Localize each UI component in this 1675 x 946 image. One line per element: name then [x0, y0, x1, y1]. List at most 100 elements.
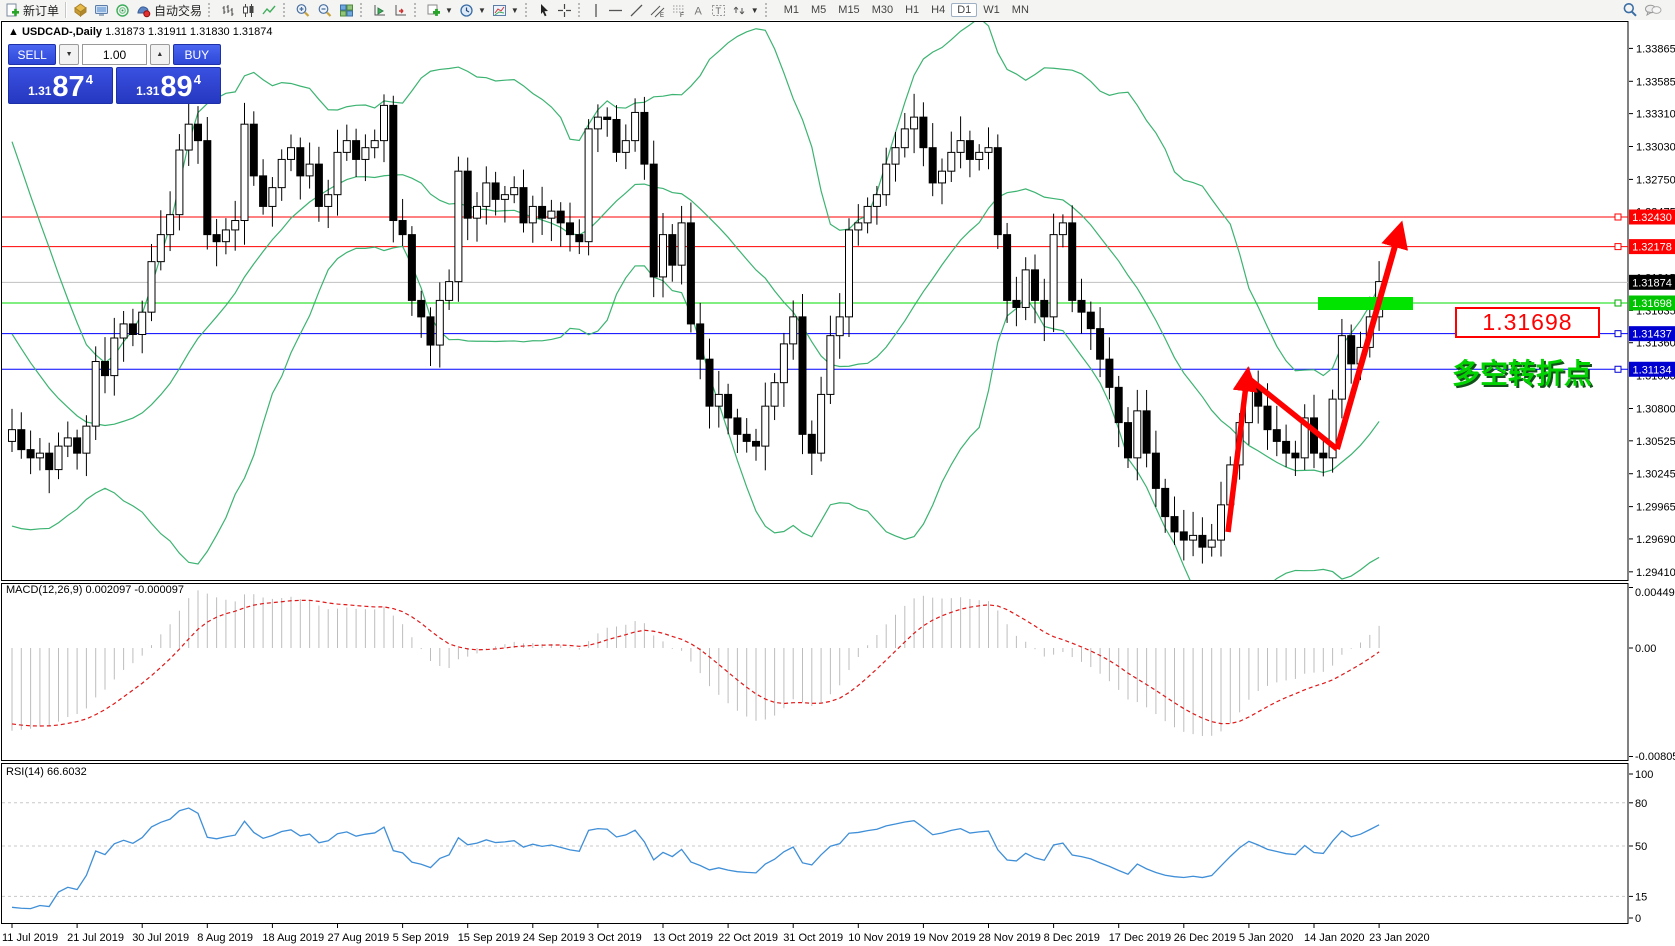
svg-text:3 Oct 2019: 3 Oct 2019 — [588, 932, 642, 944]
terminal-button[interactable] — [91, 2, 112, 19]
macd-layer — [11, 590, 1380, 736]
svg-text:1.31698: 1.31698 — [1632, 298, 1672, 310]
svg-text:100: 100 — [1635, 769, 1653, 781]
chevron-down-icon: ▼ — [477, 5, 486, 15]
comments-button[interactable] — [1641, 2, 1665, 19]
new-order-label: 新订单 — [23, 3, 60, 18]
horizontal-line-icon — [608, 9, 622, 11]
crosshair-button[interactable] — [554, 2, 575, 19]
tile-windows-button[interactable] — [336, 2, 357, 19]
svg-text:14 Jan 2020: 14 Jan 2020 — [1304, 932, 1365, 944]
periods-button[interactable]: ▼ — [456, 2, 489, 19]
date-axis: 11 Jul 2019 21 Jul 2019 30 Jul 2019 8 Aug 2… — [2, 923, 1430, 944]
trend-arrow-up-1[interactable] — [1225, 366, 1258, 533]
fibonacci-icon: F — [672, 5, 684, 18]
trend-line-down[interactable] — [1245, 374, 1339, 452]
timeframe-d1[interactable]: D1 — [951, 3, 978, 17]
channel-icon: E — [650, 5, 665, 18]
auto-trading-label: 自动交易 — [154, 3, 203, 18]
buy-button[interactable]: BUY — [172, 44, 221, 65]
symbol-name: USDCAD-,Daily — [21, 26, 103, 38]
chart-canvas[interactable]: 1.33865 1.33585 1.33310 1.33030 1.32750 1.324… — [0, 20, 1675, 946]
svg-text:1.31134: 1.31134 — [1633, 364, 1672, 376]
search-icon — [1623, 2, 1637, 17]
svg-text:31 Oct 2019: 31 Oct 2019 — [783, 932, 843, 944]
svg-text:80: 80 — [1635, 798, 1647, 810]
templates-button[interactable]: ▼ — [489, 2, 522, 19]
zoom-in-button[interactable] — [292, 2, 314, 19]
svg-text:1.33310: 1.33310 — [1636, 109, 1675, 121]
trendline-icon — [630, 4, 643, 16]
zoom-out-button[interactable] — [314, 2, 336, 19]
svg-text:1.32430: 1.32430 — [1632, 212, 1672, 224]
timeframe-m1[interactable]: M1 — [783, 4, 799, 16]
bar-chart-button[interactable] — [217, 2, 238, 19]
candlestick-chart-button[interactable] — [238, 2, 259, 19]
cursor-button[interactable] — [534, 2, 554, 19]
indicators-button[interactable]: ▼ — [423, 2, 456, 19]
tile-windows-icon — [340, 4, 354, 16]
search-button[interactable] — [1619, 1, 1641, 19]
volume-decrease-button[interactable]: ▼ — [59, 44, 79, 65]
volume-input[interactable]: 1.00 — [81, 44, 147, 65]
timeframe-w1[interactable]: W1 — [983, 4, 1000, 16]
new-order-button[interactable]: 新订单 — [2, 1, 62, 20]
text-button[interactable]: A — [689, 2, 708, 19]
publish-button[interactable] — [70, 2, 91, 19]
annotation-layer — [1225, 220, 1413, 533]
svg-text:19 Nov 2019: 19 Nov 2019 — [913, 932, 975, 944]
svg-text:1.32178: 1.32178 — [1632, 242, 1672, 254]
timeframe-m15[interactable]: M15 — [838, 4, 860, 16]
bull-bear-turning-point-label: 多空转折点 — [1452, 358, 1593, 389]
arrows-button[interactable]: ▼ — [729, 2, 762, 19]
timeframe-m30[interactable]: M30 — [871, 4, 894, 16]
svg-text:1.30245: 1.30245 — [1636, 469, 1675, 481]
svg-text:A: A — [694, 5, 702, 17]
auto-trading-icon — [137, 5, 151, 17]
text-label-button[interactable]: T — [708, 2, 729, 19]
panel-collapse-icon[interactable]: ▲ — [8, 26, 19, 38]
trendline-button[interactable] — [626, 2, 647, 19]
svg-text:15: 15 — [1635, 891, 1647, 903]
svg-text:11 Jul 2019: 11 Jul 2019 — [2, 932, 58, 944]
panel-frames — [1, 21, 1629, 924]
horizontal-line-button[interactable] — [605, 2, 626, 19]
svg-text:24 Sep 2019: 24 Sep 2019 — [523, 932, 585, 944]
timeframe-mn[interactable]: MN — [1011, 4, 1029, 16]
svg-text:21 Jul 2019: 21 Jul 2019 — [67, 932, 124, 944]
chart-shift-button[interactable] — [390, 2, 411, 19]
svg-text:1.31437: 1.31437 — [1632, 329, 1672, 341]
indicators-add-icon — [427, 4, 441, 16]
rsi-label: RSI(14) 66.6032 — [6, 766, 87, 778]
auto-scroll-button[interactable] — [369, 2, 390, 19]
sell-button[interactable]: SELL — [8, 44, 57, 65]
sell-price[interactable]: 1.31 87 4 — [8, 67, 113, 104]
signal-button[interactable] — [112, 2, 133, 19]
trend-arrow-up-2[interactable] — [1334, 220, 1408, 450]
vertical-line-button[interactable] — [587, 2, 605, 19]
volume-increase-button[interactable]: ▲ — [150, 44, 170, 65]
buy-price-small: 1.31 — [136, 84, 160, 98]
vertical-line-icon — [595, 3, 597, 17]
chart-shift-icon — [395, 4, 407, 15]
svg-text:5 Sep 2019: 5 Sep 2019 — [393, 932, 449, 944]
svg-text:23 Jan 2020: 23 Jan 2020 — [1369, 932, 1430, 944]
svg-text:1.33030: 1.33030 — [1636, 142, 1675, 154]
buy-price[interactable]: 1.31 89 4 — [116, 67, 221, 104]
fibonacci-button[interactable]: F — [668, 2, 689, 19]
price-annotation-box[interactable]: 1.31698 — [1455, 307, 1600, 338]
timeframe-m5[interactable]: M5 — [811, 4, 827, 16]
auto-trading-button[interactable]: 自动交易 — [133, 1, 205, 20]
highlight-bar[interactable] — [1318, 297, 1413, 310]
svg-text:1.30800: 1.30800 — [1636, 404, 1675, 416]
line-chart-button[interactable] — [259, 2, 280, 19]
svg-text:17 Dec 2019: 17 Dec 2019 — [1109, 932, 1171, 944]
template-chart-icon — [492, 4, 506, 16]
equidistant-channel-button[interactable]: E — [647, 2, 668, 19]
timeframe-h1[interactable]: H1 — [905, 4, 920, 16]
price-axis: 1.33865 1.33585 1.33310 1.33030 1.32750 1.324… — [1614, 43, 1675, 925]
svg-text:26 Dec 2019: 26 Dec 2019 — [1174, 932, 1236, 944]
sell-price-big: 87 — [52, 71, 85, 103]
auto-scroll-icon — [374, 4, 386, 15]
timeframe-h4[interactable]: H4 — [931, 4, 946, 16]
